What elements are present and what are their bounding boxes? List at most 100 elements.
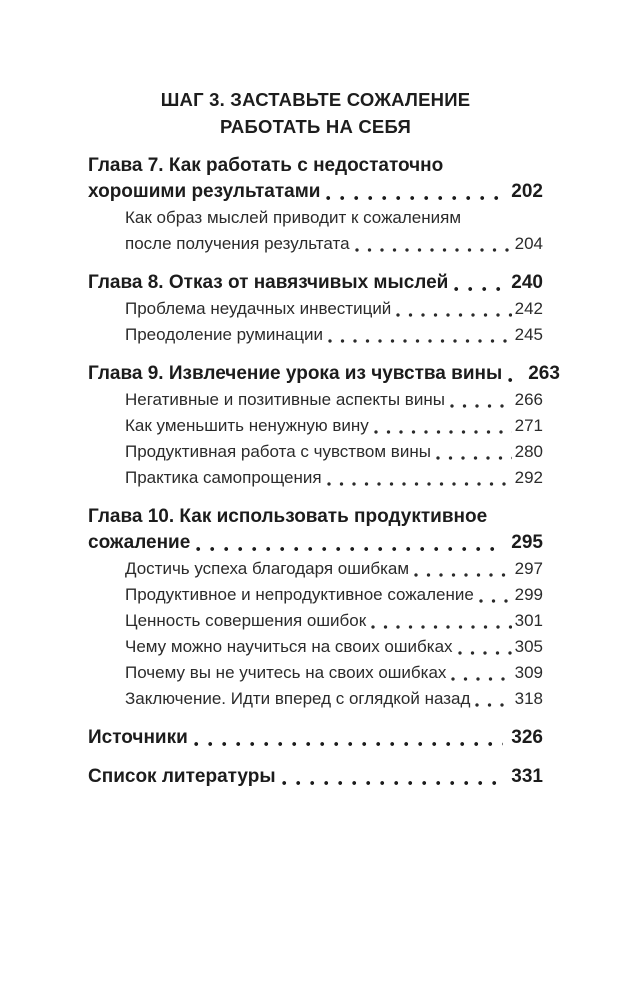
dot-leader <box>193 741 504 747</box>
dot-leader <box>373 429 512 435</box>
toc-entry-row: Продуктивная работа с чувством вины 280 <box>125 439 543 465</box>
toc-entry: Продуктивная работа с чувством вины 280 <box>88 439 543 465</box>
toc-entry-row: Почему вы не учитесь на своих ошибках 309 <box>125 660 543 686</box>
toc-entry-row: Список литературы 331 <box>88 764 543 790</box>
section-header: ШАГ 3. ЗАСТАВЬТЕ СОЖАЛЕНИЕ РАБОТАТЬ НА С… <box>88 86 543 140</box>
toc-entry-title: Практика самопрощения <box>125 468 322 487</box>
toc-entry-row: Как уменьшить ненужную вину 271 <box>125 413 543 439</box>
dot-leader <box>414 572 512 578</box>
toc-entry: Преодоление руминации 245 <box>88 322 543 348</box>
toc-entry: Продуктивное и непродуктивное сожаление 2… <box>88 582 543 608</box>
dot-leader <box>354 247 512 253</box>
toc-entry: Проблема неудачных инвестиций 242 <box>88 296 543 322</box>
toc-entry-title: Чему можно научиться на своих ошибках <box>125 637 453 656</box>
toc-entry-title: Достичь успеха благодаря ошибкам <box>125 559 410 578</box>
toc-entry: Как уменьшить ненужную вину 271 <box>88 413 543 439</box>
toc-entry-title: Почему вы не учитесь на своих ошибках <box>125 663 447 682</box>
toc-entry: Глава 8. Отказ от навязчивых мыслей 240 <box>88 270 543 296</box>
toc-entry-title: хорошими результатами <box>88 181 321 202</box>
toc-entry-wrap-line: Глава 10. Как использовать продуктивное <box>88 504 543 530</box>
toc-page-number: 242 <box>514 299 543 318</box>
dot-leader <box>478 598 512 604</box>
toc-entry: Практика самопрощения 292 <box>88 465 543 491</box>
toc-entry-row: Заключение. Идти вперед с оглядкой назад… <box>125 686 543 712</box>
toc-entry-row: сожаление 295 <box>88 530 543 556</box>
toc-page-number: 292 <box>514 468 543 487</box>
toc-entry-title: сожаление <box>88 532 191 553</box>
dot-leader <box>449 403 512 409</box>
toc-entry-wrap-line: Как образ мыслей приводит к сожалениям <box>125 205 543 231</box>
toc-page-number: 318 <box>514 689 543 708</box>
toc-entry-row: Чему можно научиться на своих ошибках 305 <box>125 634 543 660</box>
toc-entry-title: Негативные и позитивные аспекты вины <box>125 390 445 409</box>
toc-page-number: 299 <box>514 585 543 604</box>
dot-leader <box>396 312 512 318</box>
dot-leader <box>326 481 512 487</box>
toc-entry-title: Ценность совершения ошибок <box>125 611 367 630</box>
toc-page-number: 245 <box>514 325 543 344</box>
dot-leader <box>457 650 512 656</box>
toc-page-number: 295 <box>511 532 543 553</box>
section-header-line1: ШАГ 3. ЗАСТАВЬТЕ СОЖАЛЕНИЕ <box>160 89 471 110</box>
toc-entry-row: Проблема неудачных инвестиций 242 <box>125 296 543 322</box>
toc-entry-title: Список литературы <box>88 766 276 787</box>
toc-page-number: 309 <box>514 663 543 682</box>
dot-leader <box>326 195 504 201</box>
toc-entry-title: Источники <box>88 727 188 748</box>
dot-leader <box>508 377 521 383</box>
toc-entry: Источники 326 <box>88 725 543 751</box>
toc-entry-row: Источники 326 <box>88 725 543 751</box>
toc-entry-title: Как уменьшить ненужную вину <box>125 416 369 435</box>
toc-entry-row: Негативные и позитивные аспекты вины 266 <box>125 387 543 413</box>
toc-entry: Почему вы не учитесь на своих ошибках 309 <box>88 660 543 686</box>
dot-leader <box>475 702 512 708</box>
toc-entry-wrap-line: Глава 7. Как работать с недостаточно <box>88 153 543 179</box>
toc-entry-row: Достичь успеха благодаря ошибкам 297 <box>125 556 543 582</box>
toc-page-number: 301 <box>514 611 543 630</box>
toc-page-number: 202 <box>511 181 543 202</box>
toc-entry: Достичь успеха благодаря ошибкам 297 <box>88 556 543 582</box>
toc-entry-title: Как образ мыслей приводит к сожалениям <box>125 208 462 227</box>
toc-entry: Чему можно научиться на своих ошибках 305 <box>88 634 543 660</box>
toc-page-number: 331 <box>511 766 543 787</box>
dot-leader <box>371 624 512 630</box>
toc-entry-row: хорошими результатами 202 <box>88 179 543 205</box>
section-header-line2: РАБОТАТЬ НА СЕБЯ <box>220 116 411 137</box>
dot-leader <box>196 546 504 552</box>
toc-entry-title: Глава 10. Как использовать продуктивное <box>88 506 488 527</box>
toc-page-number: 204 <box>514 234 543 253</box>
dot-leader <box>327 338 512 344</box>
dot-leader <box>435 455 512 461</box>
toc-entry: Список литературы 331 <box>88 764 543 790</box>
toc-entry-title: Проблема неудачных инвестиций <box>125 299 392 318</box>
toc-page-number: 240 <box>511 272 543 293</box>
toc-entry-title: Глава 8. Отказ от навязчивых мыслей <box>88 272 449 293</box>
dot-leader <box>281 780 504 786</box>
toc-entry-row: после получения результата 204 <box>125 231 543 257</box>
toc-entry: Как образ мыслей приводит к сожалениям по… <box>88 205 543 257</box>
toc-page-number: 280 <box>514 442 543 461</box>
toc-entry-row: Ценность совершения ошибок 301 <box>125 608 543 634</box>
toc-entry-row: Практика самопрощения 292 <box>125 465 543 491</box>
toc-page-number: 297 <box>514 559 543 578</box>
toc-entry-title: Продуктивное и непродуктивное сожаление <box>125 585 474 604</box>
toc-entry-title: Продуктивная работа с чувством вины <box>125 442 431 461</box>
toc-entry: Ценность совершения ошибок 301 <box>88 608 543 634</box>
dot-leader <box>454 286 504 292</box>
toc-entry-row: Глава 8. Отказ от навязчивых мыслей 240 <box>88 270 543 296</box>
toc-entry-title: Глава 9. Извлечение урока из чувства вин… <box>88 363 503 384</box>
toc-page-number: 326 <box>511 727 543 748</box>
dot-leader <box>451 676 512 682</box>
toc-entry: Глава 10. Как использовать продуктивное с… <box>88 504 543 556</box>
toc-entry-title: после получения результата <box>125 234 350 253</box>
toc-list: Глава 7. Как работать с недостаточно хоро… <box>88 153 560 790</box>
toc-entry: Глава 7. Как работать с недостаточно хоро… <box>88 153 543 205</box>
toc-content-column: ШАГ 3. ЗАСТАВЬТЕ СОЖАЛЕНИЕ РАБОТАТЬ НА С… <box>88 86 560 790</box>
toc-entry: Глава 9. Извлечение урока из чувства вин… <box>88 361 560 387</box>
toc-entry-row: Продуктивное и непродуктивное сожаление 2… <box>125 582 543 608</box>
toc-page-number: 305 <box>514 637 543 656</box>
toc-entry: Негативные и позитивные аспекты вины 266 <box>88 387 543 413</box>
toc-page-number: 266 <box>514 390 543 409</box>
toc-entry-title: Глава 7. Как работать с недостаточно <box>88 155 444 176</box>
